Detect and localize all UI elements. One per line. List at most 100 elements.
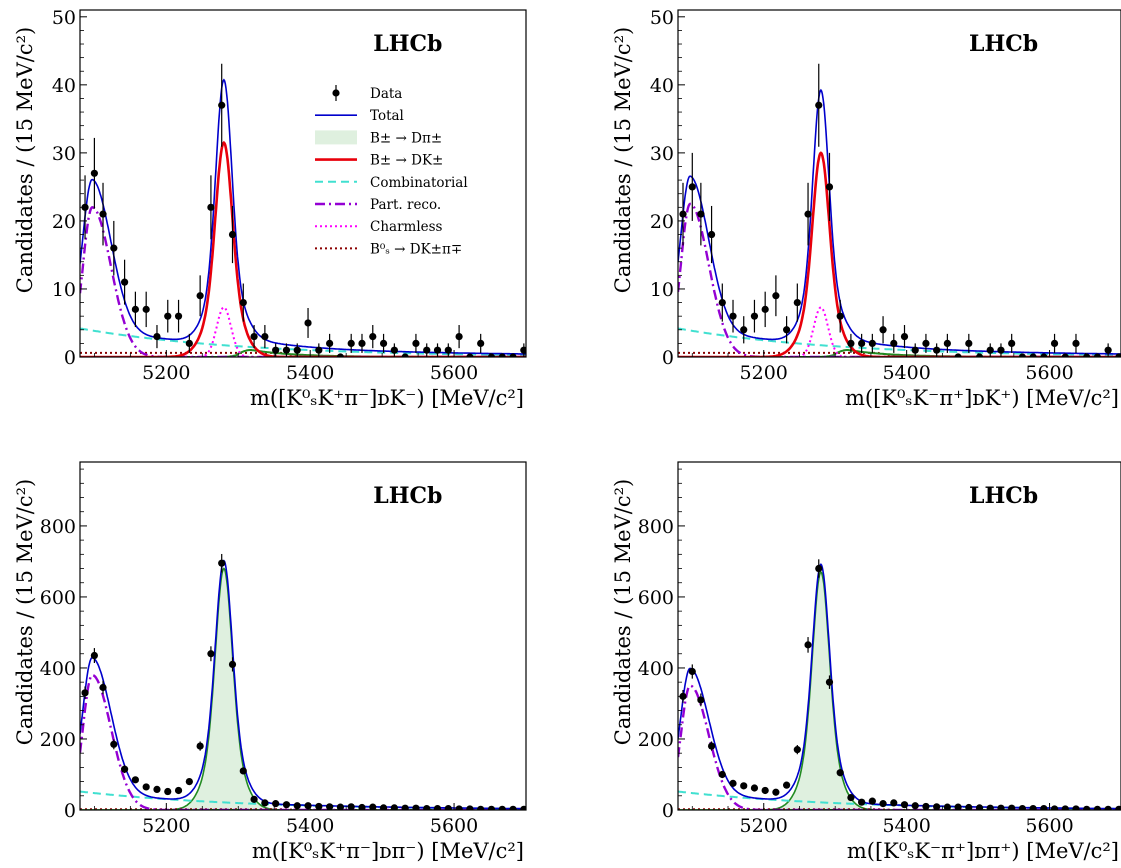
data-point-marker bbox=[868, 797, 876, 805]
data-point-marker bbox=[293, 802, 301, 810]
data-point bbox=[153, 325, 161, 349]
combinatorial-curve bbox=[678, 327, 1121, 357]
data-point-marker bbox=[466, 805, 474, 810]
data-point-marker bbox=[358, 803, 366, 810]
data-point-marker bbox=[347, 339, 355, 347]
data-point bbox=[239, 283, 247, 322]
plot-frame bbox=[79, 9, 527, 358]
data-point bbox=[900, 325, 909, 349]
data-point bbox=[868, 797, 876, 805]
data-point-marker bbox=[239, 767, 247, 775]
data-point bbox=[358, 333, 366, 353]
data-point bbox=[390, 343, 398, 357]
legend-entry: Total bbox=[315, 108, 404, 124]
data-point bbox=[466, 805, 474, 810]
data-point-marker bbox=[121, 765, 129, 773]
data-point bbox=[444, 343, 452, 357]
data-point-marker bbox=[153, 785, 161, 794]
data-point bbox=[1061, 353, 1069, 357]
data-point-marker bbox=[369, 803, 377, 810]
data-point bbox=[911, 802, 919, 810]
x-tick-label: 5200 bbox=[142, 815, 190, 837]
data-point-marker bbox=[90, 169, 98, 177]
data-point-marker bbox=[444, 346, 452, 354]
data-point-marker bbox=[1018, 804, 1026, 810]
data-point-marker bbox=[793, 746, 801, 754]
data-point bbox=[804, 182, 812, 246]
data-point bbox=[174, 299, 183, 333]
x-axis-title: m([K⁰ₛK⁺π⁻]ᴅK⁻) [MeV/c²] bbox=[250, 386, 524, 410]
data-point-marker bbox=[153, 332, 161, 341]
data-point-marker bbox=[825, 678, 834, 686]
data-point bbox=[879, 800, 887, 808]
data-point bbox=[783, 781, 791, 789]
data-point-marker bbox=[358, 339, 366, 347]
data-point bbox=[326, 333, 334, 353]
data-point bbox=[466, 353, 474, 357]
data-point-marker bbox=[174, 786, 183, 795]
data-point-marker bbox=[487, 805, 496, 810]
legend-label: Data bbox=[370, 86, 402, 102]
data-point-marker bbox=[444, 804, 452, 810]
data-point-marker bbox=[466, 353, 474, 357]
data-point-marker bbox=[185, 777, 193, 786]
data-point bbox=[847, 333, 855, 353]
data-point-marker bbox=[433, 804, 442, 810]
y-tick-label: 0 bbox=[64, 347, 76, 369]
data-point bbox=[228, 205, 237, 264]
data-point-marker bbox=[1104, 805, 1112, 810]
data-point bbox=[729, 299, 737, 333]
data-point-marker bbox=[836, 769, 844, 777]
data-point-marker bbox=[1093, 353, 1102, 357]
y-tick-label: 20 bbox=[52, 211, 76, 233]
data-point-marker bbox=[228, 230, 237, 239]
data-point bbox=[986, 804, 994, 810]
y-axis-title: Candidates / (15 MeV/c²) bbox=[13, 479, 37, 745]
data-point-marker bbox=[272, 346, 280, 354]
y-tick-label: 40 bbox=[650, 75, 674, 97]
data-point bbox=[121, 259, 129, 305]
data-point bbox=[922, 333, 930, 353]
data-point bbox=[718, 283, 726, 322]
data-point bbox=[1029, 353, 1037, 357]
data-point-marker bbox=[911, 346, 919, 354]
data-point bbox=[911, 343, 919, 357]
y-tick-label: 10 bbox=[52, 279, 76, 301]
data-point bbox=[81, 175, 89, 240]
plot-area bbox=[678, 559, 1121, 810]
data-point bbox=[1072, 805, 1080, 810]
data-point-marker bbox=[272, 800, 280, 808]
data-point bbox=[196, 275, 204, 317]
plot-area bbox=[80, 63, 526, 357]
data-point bbox=[326, 803, 334, 810]
data-point-marker bbox=[1072, 339, 1080, 347]
data-point-marker bbox=[99, 210, 107, 218]
data-point bbox=[997, 343, 1005, 357]
data-point-marker bbox=[900, 332, 909, 341]
data-point bbox=[239, 767, 247, 775]
data-point bbox=[336, 353, 345, 357]
data-point bbox=[228, 657, 237, 672]
legend-entry: B⁰ₛ → DK±π∓ bbox=[315, 241, 462, 257]
data-point bbox=[825, 675, 834, 689]
data-point bbox=[858, 333, 866, 353]
data-point-marker bbox=[868, 339, 876, 347]
data-point bbox=[750, 299, 759, 333]
data-point bbox=[185, 333, 193, 353]
data-point bbox=[954, 353, 962, 357]
data-point bbox=[250, 325, 258, 349]
data-point bbox=[729, 779, 737, 787]
data-point bbox=[282, 801, 291, 809]
data-point bbox=[1050, 333, 1059, 353]
data-point-marker bbox=[218, 101, 226, 109]
data-point-marker bbox=[520, 346, 526, 354]
data-point bbox=[761, 291, 769, 328]
data-point bbox=[261, 799, 269, 807]
data-point-marker bbox=[390, 346, 398, 354]
data-point bbox=[99, 680, 107, 695]
data-point bbox=[1115, 353, 1121, 357]
data-point bbox=[1061, 805, 1069, 810]
data-point bbox=[1093, 805, 1102, 810]
data-point bbox=[90, 137, 98, 209]
data-point-marker bbox=[498, 805, 506, 810]
